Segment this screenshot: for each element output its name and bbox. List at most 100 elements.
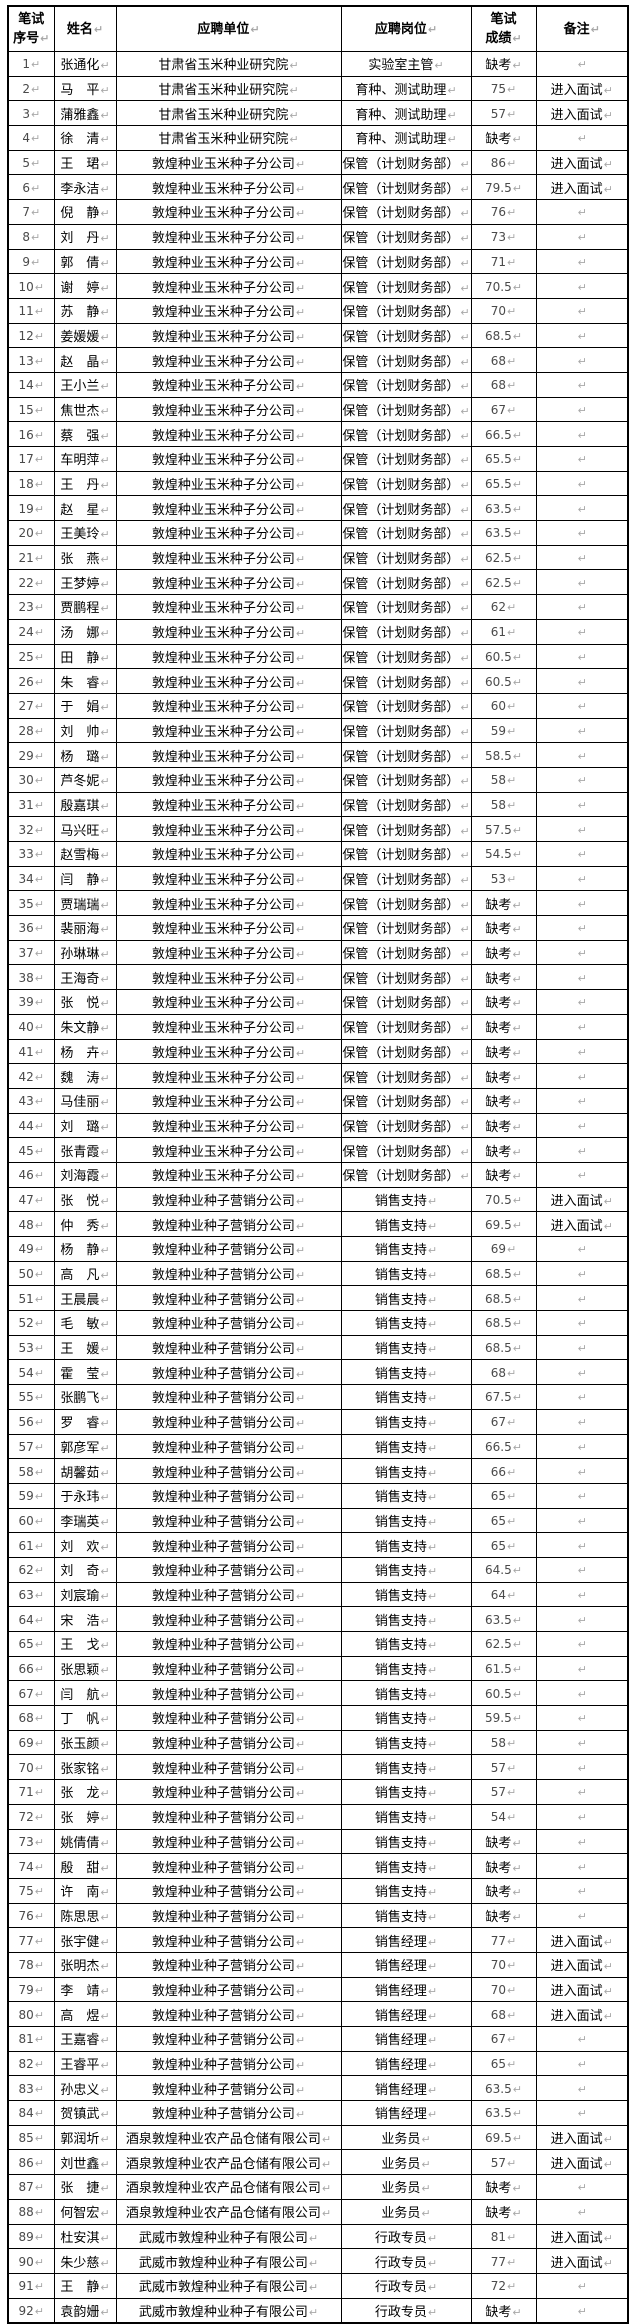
cell-score: 57↵ [470, 1754, 537, 1781]
score-value: 缺考 [485, 57, 512, 73]
cell-score: 65↵ [470, 1507, 537, 1534]
cell-unit: 敦煌种业玉米种子分公司↵ [115, 421, 342, 447]
table-row: 83↵ 孙忠义↵ 敦煌种业种子营销分公司↵ 销售经理↵ 63.5↵ ↵ [7, 2075, 629, 2102]
cell-name: 姜媛媛↵ [53, 322, 117, 349]
cell-name: 杨 卉↵ [53, 1038, 117, 1065]
paragraph-mark-icon: ↵ [295, 1540, 306, 1554]
unit-value: 敦煌种业种子营销分公司 [151, 1464, 295, 1480]
paragraph-mark-icon: ↵ [100, 2157, 110, 2171]
exam-number-value: 79 [18, 1982, 34, 1997]
paragraph-mark-icon: ↵ [34, 1021, 44, 1035]
cell-exam-number: 52↵ [7, 1310, 55, 1336]
paragraph-mark-icon: ↵ [34, 552, 44, 566]
unit-value: 敦煌种业玉米种子分公司 [151, 452, 295, 468]
paragraph-mark-icon: ↵ [507, 1737, 517, 1751]
paragraph-mark-icon: ↵ [427, 1861, 438, 1875]
paragraph-mark-icon: ↵ [34, 354, 44, 368]
paragraph-mark-icon: ↵ [34, 1144, 44, 1158]
paragraph-mark-icon: ↵ [427, 22, 438, 36]
name-value: 闫 航 [60, 1686, 100, 1702]
paragraph-mark-icon: ↵ [460, 799, 470, 813]
cell-position: 销售支持↵ [340, 1408, 472, 1435]
cell-name: 许 南↵ [53, 1877, 117, 1904]
cell-name: 张家铭↵ [53, 1754, 117, 1781]
cell-position: 保管（计划财务部）↵ [340, 939, 472, 966]
paragraph-mark-icon: ↵ [603, 2009, 613, 2023]
paragraph-mark-icon: ↵ [577, 922, 587, 936]
exam-number-value: 81 [18, 2032, 34, 2047]
cell-unit: 敦煌种业玉米种子分公司↵ [115, 964, 342, 991]
paragraph-mark-icon: ↵ [308, 2231, 319, 2245]
cell-unit: 敦煌种业种子营销分公司↵ [115, 1581, 342, 1608]
cell-exam-number: 72↵ [7, 1803, 55, 1830]
cell-position: 保管（计划财务部）↵ [340, 248, 472, 275]
cell-exam-number: 9↵ [7, 248, 55, 275]
paragraph-mark-icon: ↵ [427, 2305, 438, 2319]
exam-number-value: 19 [18, 501, 34, 516]
position-value: 业务员 [381, 2155, 421, 2171]
cell-name: 张 龙↵ [53, 1779, 117, 1805]
paragraph-mark-icon: ↵ [577, 996, 587, 1010]
unit-value: 酒泉敦煌种业农产品仓储有限公司 [125, 2205, 321, 2221]
exam-number-value: 60 [18, 1513, 34, 1528]
name-value: 王 珺 [60, 156, 100, 172]
cell-name: 朱少慈↵ [53, 2248, 117, 2274]
position-value: 销售支持 [374, 1365, 427, 1381]
paragraph-mark-icon: ↵ [100, 1417, 110, 1431]
name-value: 刘 帅 [60, 723, 100, 739]
paragraph-mark-icon: ↵ [577, 774, 587, 788]
exam-number-value: 87 [18, 2180, 34, 2195]
cell-position: 销售支持↵ [340, 1877, 472, 1904]
unit-value: 敦煌种业玉米种子分公司 [151, 1094, 295, 1110]
paragraph-mark-icon: ↵ [507, 2058, 517, 2072]
cell-remark: ↵ [535, 125, 629, 151]
cell-remark: ↵ [535, 396, 629, 423]
paragraph-mark-icon: ↵ [577, 724, 587, 738]
cell-unit: 敦煌种业种子营销分公司↵ [115, 1359, 342, 1386]
paragraph-mark-icon: ↵ [577, 2181, 587, 2195]
paragraph-mark-icon: ↵ [100, 330, 110, 344]
unit-value: 敦煌种业种子营销分公司 [151, 1908, 295, 1924]
cell-score: 缺考↵ [470, 989, 537, 1015]
score-value: 缺考 [485, 2205, 512, 2221]
paragraph-mark-icon: ↵ [34, 2156, 44, 2170]
paragraph-mark-icon: ↵ [34, 1045, 44, 1059]
score-value: 63.5 [485, 2081, 512, 2096]
exam-number-value: 6 [22, 180, 30, 195]
cell-remark: ↵ [535, 470, 629, 497]
paragraph-mark-icon: ↵ [34, 1983, 44, 1997]
cell-position: 销售支持↵ [340, 1853, 472, 1879]
name-value: 郭 倩 [60, 254, 100, 270]
paragraph-mark-icon: ↵ [34, 724, 44, 738]
table-row: 66↵ 张思颖↵ 敦煌种业种子营销分公司↵ 销售支持↵ 61.5↵ ↵ [7, 1655, 629, 1682]
paragraph-mark-icon: ↵ [577, 1909, 587, 1923]
cell-position: 保管（计划财务部）↵ [340, 371, 472, 398]
paragraph-mark-icon: ↵ [460, 281, 470, 295]
name-value: 孙忠义 [60, 2081, 100, 2097]
cell-remark: ↵ [535, 1729, 629, 1756]
paragraph-mark-icon: ↵ [34, 774, 44, 788]
paragraph-mark-icon: ↵ [507, 601, 517, 615]
position-value: 保管（计划财务部） [342, 551, 460, 567]
position-value: 保管（计划财务部） [342, 427, 460, 443]
unit-value: 武威市敦煌种业种子有限公司 [138, 2254, 308, 2270]
cell-score: 57↵ [470, 100, 537, 127]
cell-remark: 进入面试↵ [535, 2248, 629, 2274]
score-value: 66 [490, 1464, 507, 1479]
position-value: 保管（计划财务部） [342, 625, 460, 641]
paragraph-mark-icon: ↵ [603, 1935, 613, 1949]
name-value: 刘世鑫 [60, 2155, 100, 2171]
exam-number-value: 11 [18, 304, 34, 319]
paragraph-mark-icon: ↵ [577, 1268, 587, 1282]
cell-remark: 进入面试↵ [535, 1976, 629, 2003]
cell-unit: 武威市敦煌种业种子有限公司↵ [115, 2223, 342, 2250]
cell-score: 60↵ [470, 692, 537, 719]
cell-remark: ↵ [535, 1137, 629, 1163]
paragraph-mark-icon: ↵ [100, 1244, 110, 1258]
paragraph-mark-icon: ↵ [512, 453, 522, 467]
score-value: 缺考 [485, 970, 512, 986]
paragraph-mark-icon: ↵ [577, 132, 587, 146]
header-row: 笔试 序号↵ 姓名↵ 应聘单位↵ 应聘岗位↵ 笔试 成绩↵ 备注↵ [7, 5, 629, 52]
unit-value: 酒泉敦煌种业农产品仓储有限公司 [125, 2155, 321, 2171]
cell-position: 保管（计划财务部）↵ [340, 199, 472, 225]
